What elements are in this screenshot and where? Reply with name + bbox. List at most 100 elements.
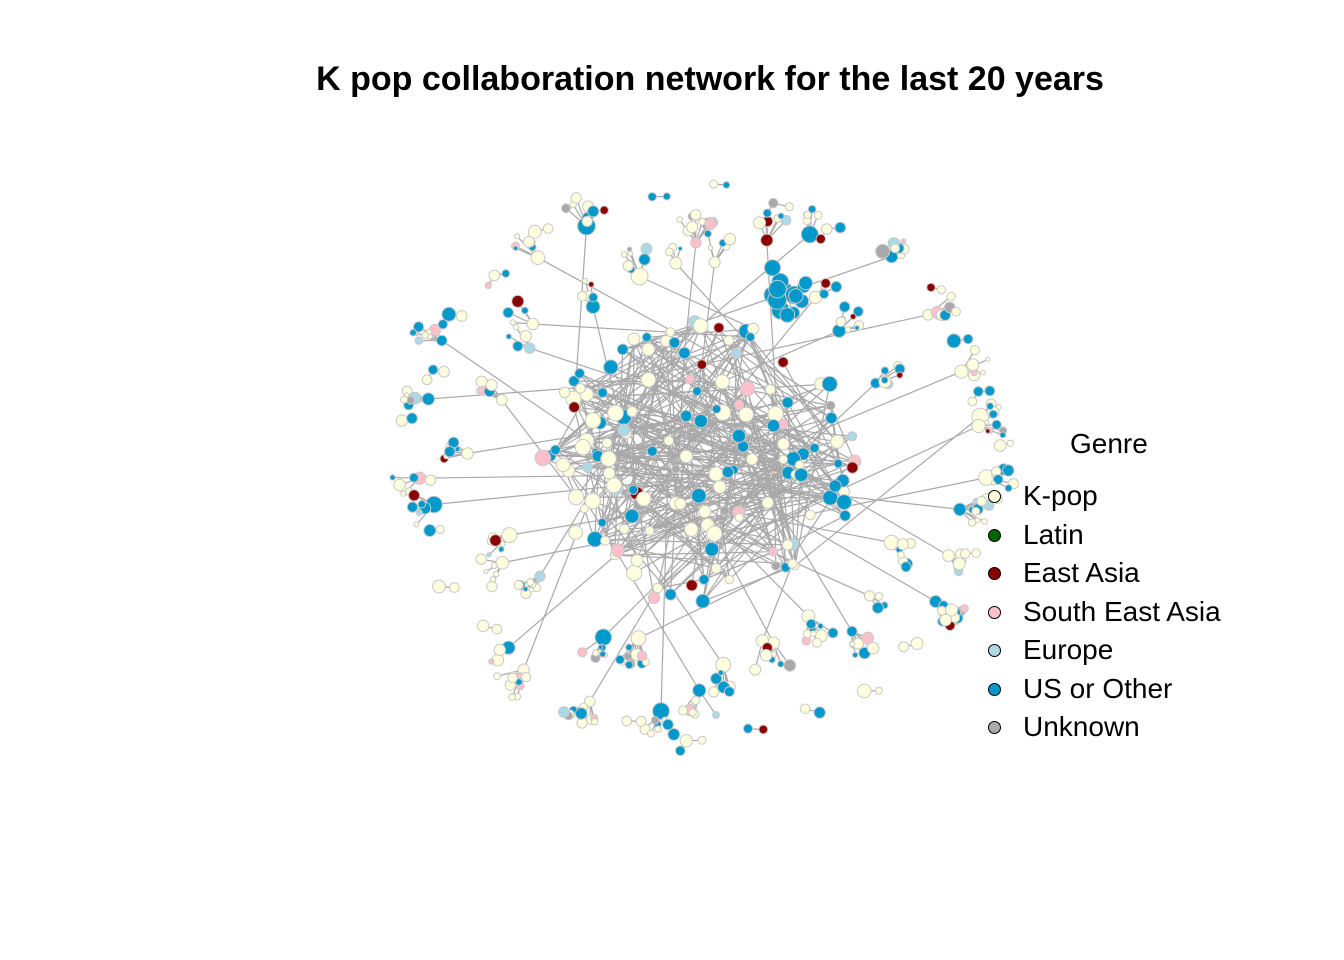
network-node xyxy=(654,725,662,733)
network-node xyxy=(680,409,693,423)
network-node xyxy=(817,622,824,630)
network-node xyxy=(800,225,819,244)
network-node xyxy=(579,504,590,514)
network-node xyxy=(849,641,856,647)
network-node xyxy=(524,342,536,354)
network-node xyxy=(723,335,735,346)
network-node xyxy=(988,409,998,419)
network-node xyxy=(435,524,445,535)
network-edges xyxy=(392,183,1014,752)
network-node xyxy=(495,394,508,406)
network-node xyxy=(836,494,853,511)
network-node xyxy=(809,630,817,638)
network-node xyxy=(408,472,419,483)
network-node xyxy=(759,648,773,662)
network-node xyxy=(427,364,439,376)
network-node xyxy=(861,631,874,645)
network-edge xyxy=(704,511,809,617)
network-node xyxy=(437,319,449,330)
network-node xyxy=(833,458,844,469)
network-node xyxy=(1004,484,1013,493)
network-node xyxy=(896,538,909,551)
network-edge xyxy=(542,336,751,459)
network-node xyxy=(713,322,725,334)
network-node xyxy=(505,333,512,340)
network-node xyxy=(715,656,732,673)
network-node xyxy=(534,449,552,467)
network-node xyxy=(777,212,785,220)
network-node xyxy=(847,431,858,442)
network-node xyxy=(942,549,955,562)
network-node xyxy=(492,571,500,578)
network-node xyxy=(484,281,492,289)
network-node xyxy=(954,364,969,379)
network-node xyxy=(966,358,980,372)
network-node xyxy=(389,474,396,481)
network-node xyxy=(951,306,961,317)
network-edge xyxy=(668,440,784,445)
network-edge xyxy=(675,435,740,504)
network-node xyxy=(990,480,996,486)
network-node xyxy=(852,651,859,659)
network-node xyxy=(624,508,640,524)
network-node xyxy=(971,506,981,516)
network-node xyxy=(763,259,782,277)
network-node xyxy=(821,375,838,393)
network-node xyxy=(441,306,457,322)
network-node xyxy=(652,582,664,594)
network-node xyxy=(574,439,592,456)
network-node xyxy=(691,487,707,504)
network-edge xyxy=(715,474,802,569)
network-node xyxy=(724,574,734,585)
network-node xyxy=(438,365,450,378)
legend-item-east-asia: East Asia xyxy=(982,557,1282,595)
network-node xyxy=(561,203,571,214)
network-node xyxy=(542,223,554,234)
network-node xyxy=(709,179,719,189)
network-node xyxy=(896,371,904,379)
network-node xyxy=(762,208,772,218)
legend-label: East Asia xyxy=(1023,557,1140,588)
network-node xyxy=(953,502,967,517)
network-node xyxy=(636,650,648,662)
network-node xyxy=(692,683,707,698)
network-node xyxy=(828,479,842,493)
network-node xyxy=(807,204,817,214)
network-node xyxy=(592,649,600,657)
network-node xyxy=(803,210,812,219)
legend-item-unknown: Unknown xyxy=(982,711,1282,749)
network-edge xyxy=(592,500,713,550)
network-node xyxy=(475,553,487,565)
network-node xyxy=(414,336,424,345)
network-node xyxy=(627,250,634,257)
network-node xyxy=(692,386,702,397)
network-node xyxy=(693,413,709,429)
network-node xyxy=(568,489,585,506)
network-node xyxy=(528,587,534,593)
network-node xyxy=(652,702,670,720)
legend-swatch xyxy=(988,605,1001,619)
network-node xyxy=(771,561,781,571)
network-edge xyxy=(740,433,855,462)
network-node xyxy=(568,375,580,387)
network-node xyxy=(550,444,561,456)
network-node xyxy=(623,652,633,661)
legend-swatch xyxy=(988,682,1001,696)
network-node xyxy=(674,497,687,510)
network-node xyxy=(723,232,737,246)
network-node xyxy=(721,465,735,479)
network-node xyxy=(421,374,433,386)
network-node xyxy=(606,477,622,494)
network-node xyxy=(875,243,891,259)
network-node xyxy=(507,672,519,684)
network-node xyxy=(558,706,570,718)
network-node xyxy=(815,233,826,245)
network-edge xyxy=(675,502,768,504)
network-node xyxy=(577,647,588,658)
network-node xyxy=(783,659,797,672)
network-node xyxy=(960,548,971,559)
network-node xyxy=(607,404,624,422)
network-node xyxy=(830,434,845,449)
network-node xyxy=(640,242,653,255)
network-node xyxy=(584,412,602,429)
